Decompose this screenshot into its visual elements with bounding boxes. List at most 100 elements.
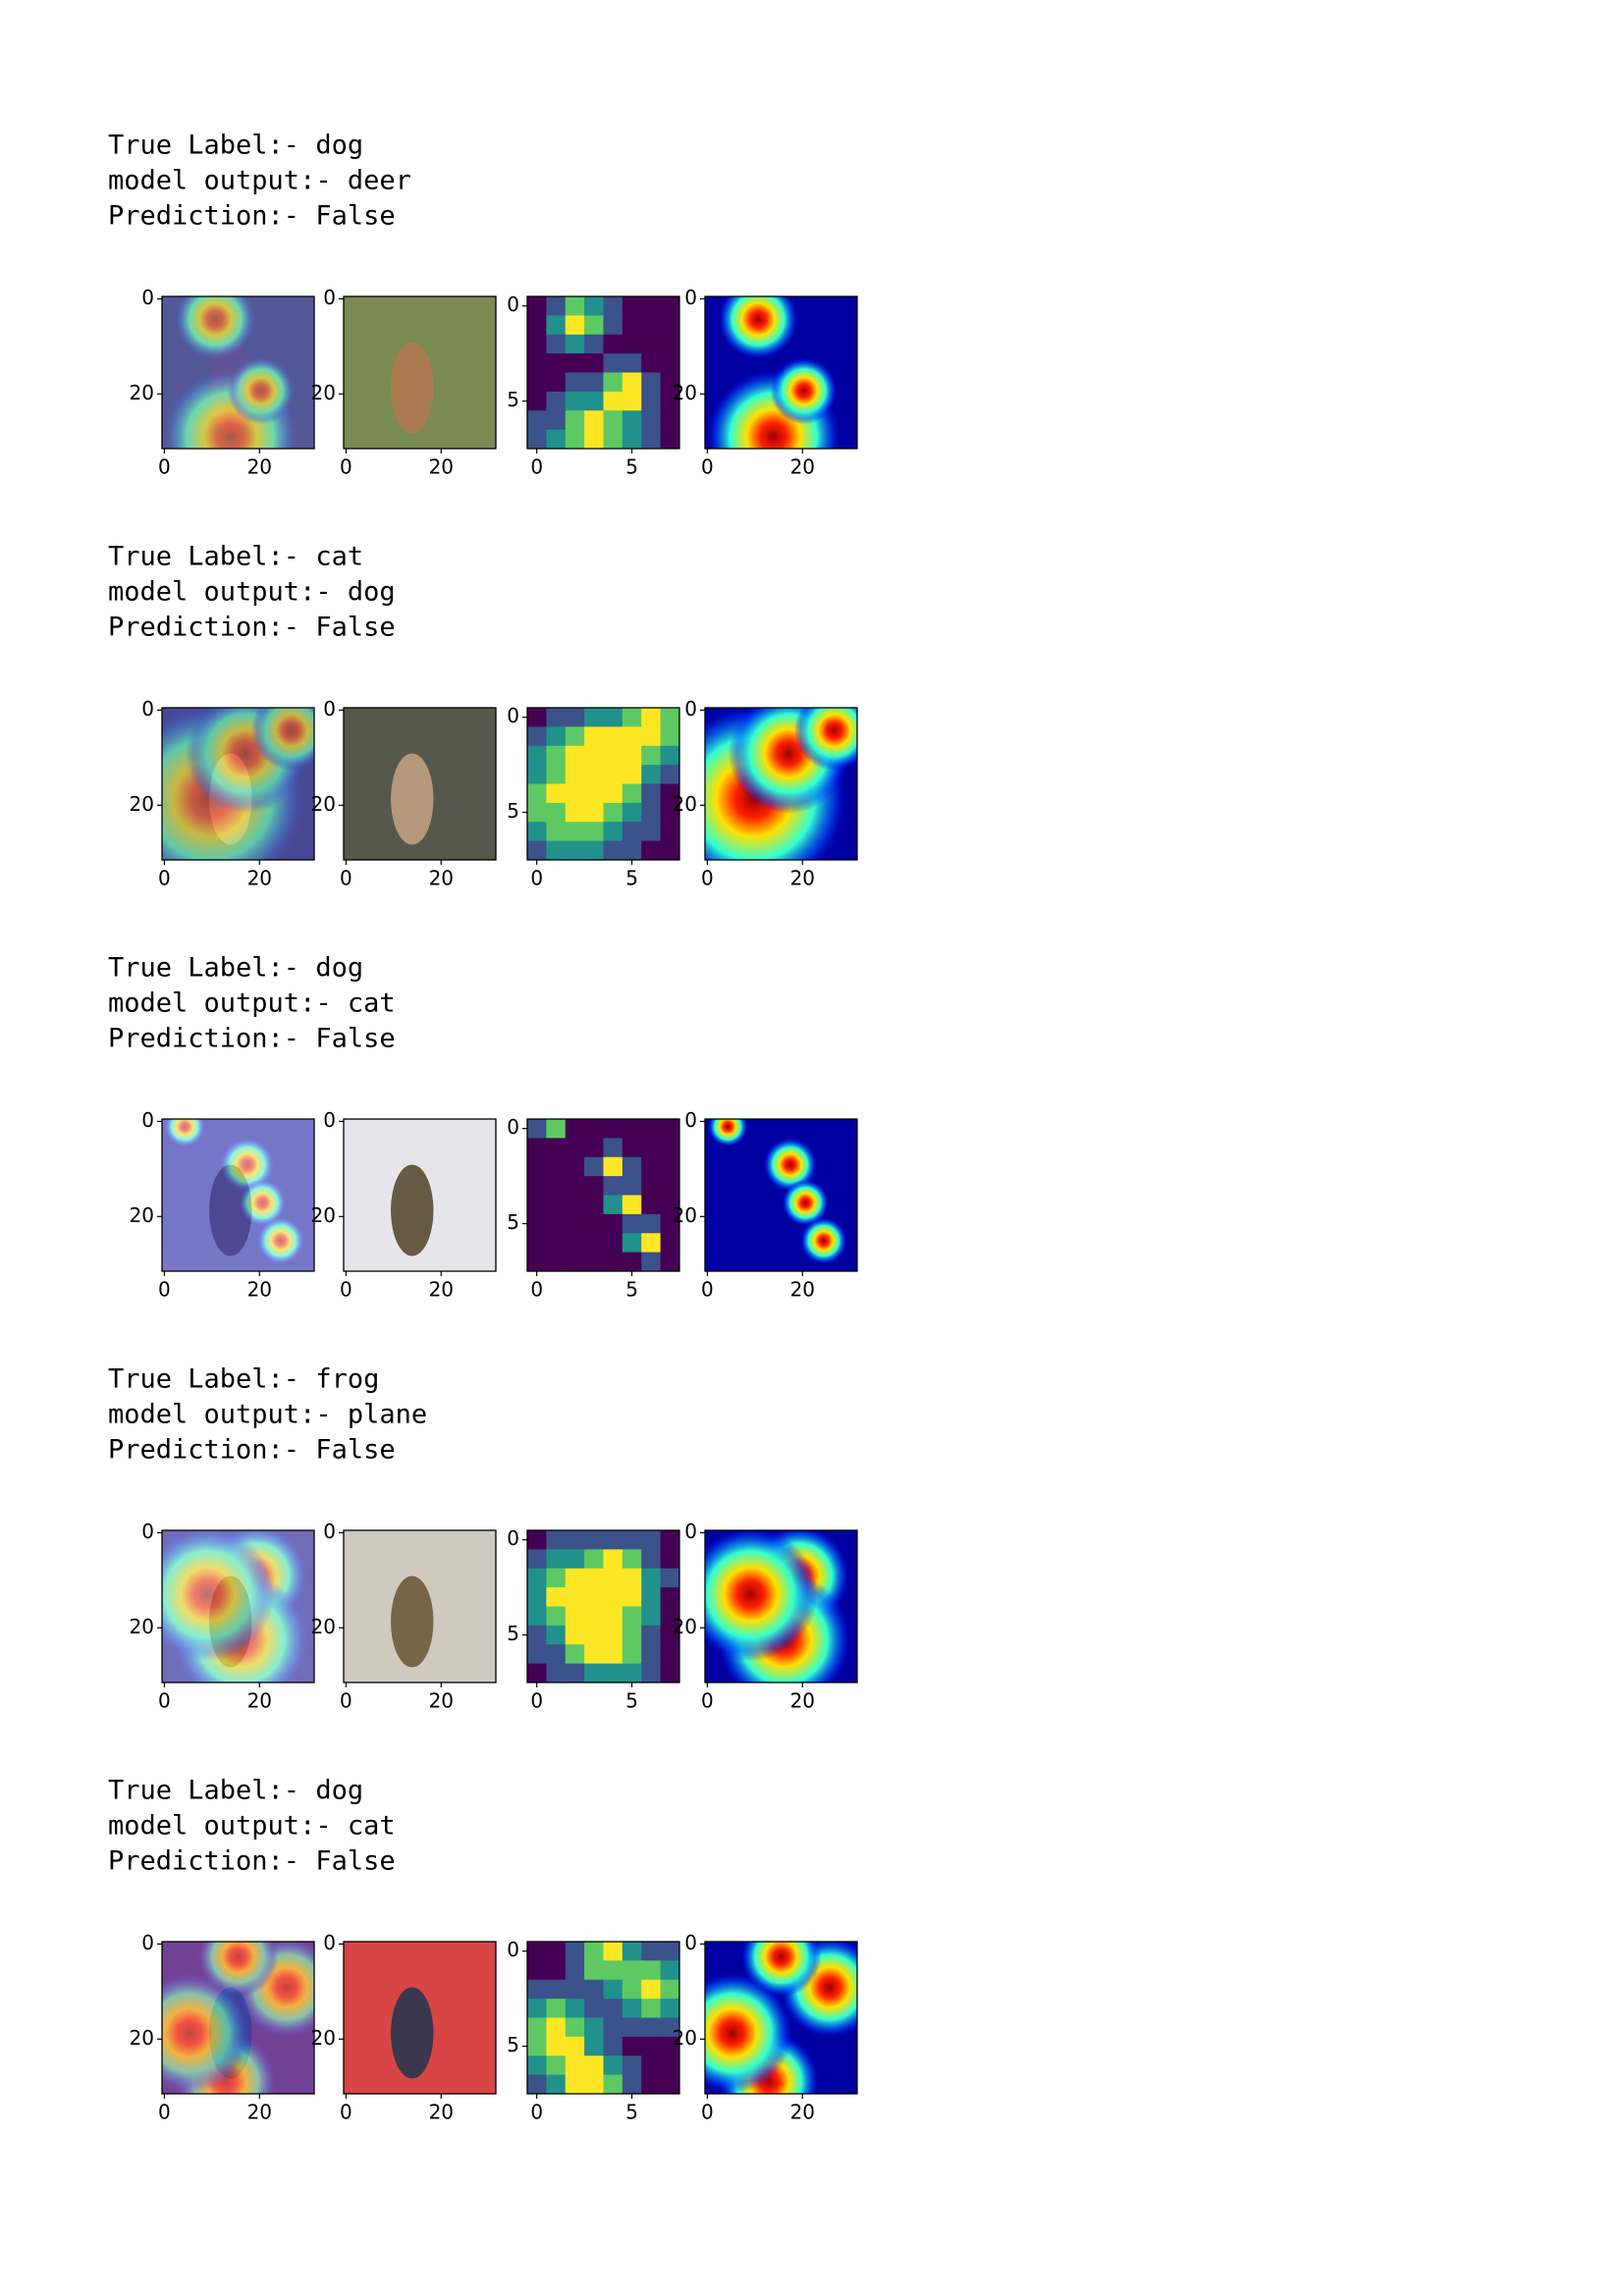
heatmap-cell — [641, 2074, 662, 2094]
heatmap-cell — [641, 2017, 662, 2038]
heatmap-cell — [641, 1587, 662, 1607]
heatmap-cell — [565, 315, 585, 336]
heatmap-cell — [622, 1663, 642, 1682]
heatmap-cell — [565, 1942, 585, 1961]
heatmap-cell — [641, 745, 662, 766]
heatmap-cell — [603, 1663, 623, 1682]
heatmap-cell — [641, 1549, 662, 1570]
x-tick-label: 0 — [340, 455, 352, 479]
heatmap — [162, 1119, 314, 1271]
heat-spot — [227, 357, 295, 425]
image-panel: 0 20 0 20 — [673, 286, 858, 479]
heat-spot — [197, 1942, 279, 1998]
heatmap-cell — [660, 353, 679, 373]
axes-frame — [526, 1941, 680, 2095]
heatmap-cell — [546, 1138, 567, 1158]
heatmap-cell — [565, 2056, 585, 2076]
image — [705, 1942, 857, 2094]
heatmap-cell — [527, 334, 547, 354]
output-line: Prediction:- False — [108, 1846, 396, 1877]
heatmap-cell — [565, 1644, 585, 1665]
image-panel: 0 20 0 20 — [673, 1931, 858, 2124]
heatmap-cell — [622, 1568, 642, 1588]
image — [162, 1119, 314, 1271]
heatmap-cell — [527, 1942, 547, 1961]
output-line: model output:- cat — [108, 988, 396, 1019]
x-tick-label: 0 — [701, 867, 714, 890]
output-line: Prediction:- False — [108, 1024, 396, 1054]
heatmap-cell — [603, 1960, 623, 1981]
heatmap-cell — [660, 1942, 679, 1961]
heatmap-cell — [622, 1999, 642, 2018]
heatmap-cell — [641, 1568, 662, 1588]
heatmap-cell — [622, 1176, 642, 1196]
heat-spot — [705, 1972, 793, 2094]
heatmap-cell — [584, 1999, 604, 2018]
heatmap — [162, 1530, 314, 1682]
heatmap-cell — [660, 391, 679, 411]
heatmap-cell — [584, 1119, 604, 1139]
heatmap-cell — [565, 372, 585, 393]
y-tick-label: 0 — [684, 286, 697, 309]
y-tick-label: 20 — [673, 1615, 697, 1638]
x-tick-label: 20 — [247, 1689, 272, 1713]
output-line: True Label:- dog — [108, 1776, 363, 1806]
x-tick-label: 0 — [530, 867, 543, 890]
x-tick-label: 0 — [530, 2101, 543, 2124]
image — [344, 708, 496, 860]
heatmap-cell — [603, 1549, 623, 1570]
heatmap-cell — [660, 410, 679, 431]
heatmap-cell — [546, 802, 567, 823]
heatmap-cell — [584, 726, 604, 747]
axes-frame — [343, 707, 497, 861]
heatmap-cell — [660, 1252, 679, 1271]
heatmap-cell — [622, 1606, 642, 1627]
heatmap-cell — [603, 410, 623, 431]
heatmap-cell — [641, 1999, 662, 2018]
heatmap-cell — [603, 372, 623, 393]
image — [344, 1530, 496, 1682]
image — [705, 296, 857, 449]
x-tick-label: 20 — [790, 867, 815, 890]
heat-spot — [782, 1179, 830, 1227]
heatmap-cell — [660, 1176, 679, 1196]
y-tick-label: 20 — [311, 2026, 336, 2050]
image — [527, 1119, 679, 1271]
heatmap-cell — [546, 372, 567, 393]
heatmap-cell — [622, 726, 642, 747]
heatmap-cell — [622, 765, 642, 784]
heatmap-cell — [622, 840, 642, 860]
heatmap-cell — [660, 1568, 679, 1588]
y-tick-label: 20 — [673, 792, 697, 816]
heatmap-cell — [641, 1138, 662, 1158]
heatmap-cell — [527, 1119, 547, 1139]
heat-spot — [763, 1138, 818, 1192]
x-tick-label: 5 — [625, 1689, 638, 1713]
y-tick-label: 0 — [323, 1108, 336, 1132]
heatmap-cell — [527, 802, 547, 823]
photo-subject — [391, 1164, 434, 1256]
y-tick-label: 20 — [130, 792, 154, 816]
heatmap — [162, 1942, 314, 2094]
heatmap-cell — [546, 1663, 567, 1682]
image — [527, 1942, 679, 2094]
heatmap-cell — [641, 840, 662, 860]
y-tick-label: 0 — [141, 1520, 154, 1543]
image — [344, 296, 496, 449]
image — [705, 1530, 857, 1682]
heatmap-cell — [641, 1233, 662, 1254]
axes-frame — [704, 1118, 858, 1272]
y-tick-label: 0 — [323, 1520, 336, 1543]
heat-spot — [793, 708, 857, 772]
heatmap-cell — [603, 1213, 623, 1234]
heatmap-cell — [660, 296, 679, 316]
output-line: True Label:- cat — [108, 542, 363, 572]
heatmap-cell — [660, 1960, 679, 1981]
image-panel: 0 5 0 5 — [507, 1115, 680, 1302]
axes-frame — [526, 707, 680, 861]
axes-frame — [704, 1941, 858, 2095]
heatmap-cell — [565, 1252, 585, 1271]
heatmap-cell — [527, 2017, 547, 2038]
x-tick-label: 0 — [530, 1278, 543, 1302]
heat-spot — [164, 1119, 205, 1148]
